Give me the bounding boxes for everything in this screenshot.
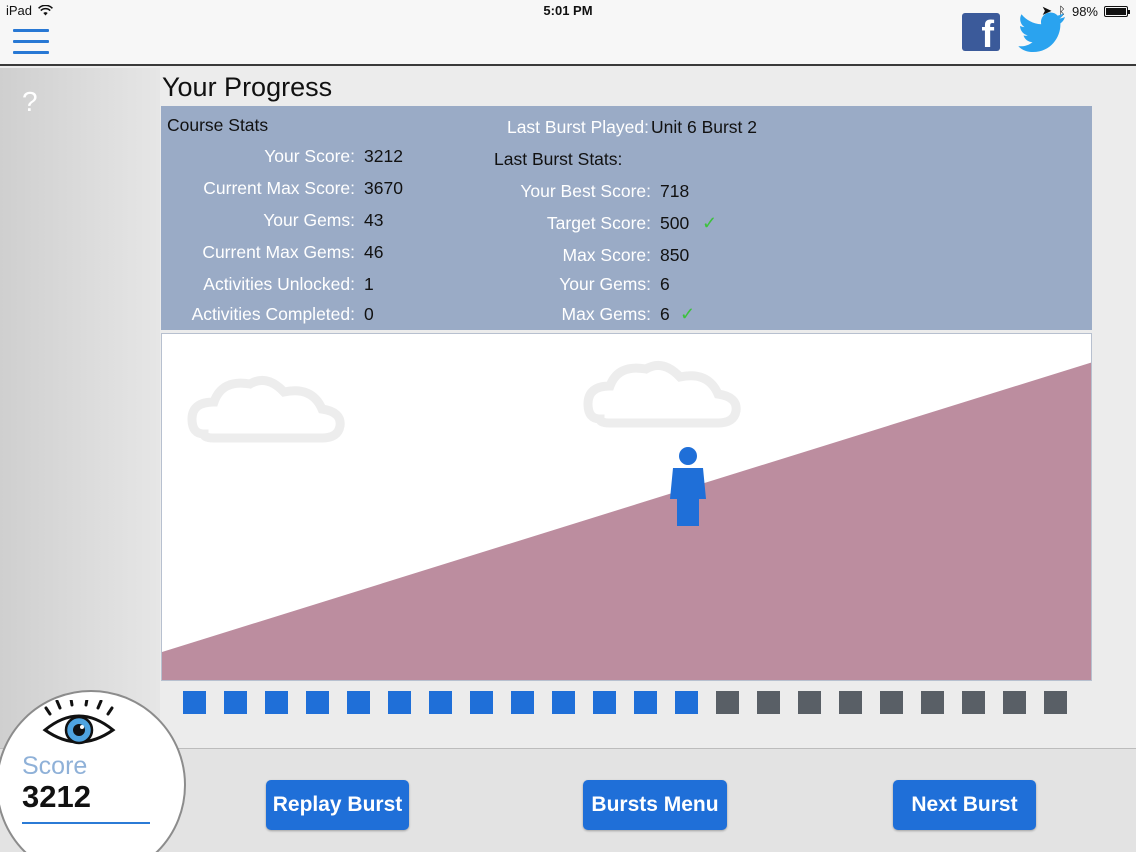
- status-right: ➤ ᛒ 98%: [1041, 3, 1130, 19]
- progress-square-remaining: [962, 691, 985, 714]
- wifi-icon: [38, 5, 54, 16]
- progress-square-completed: [265, 691, 288, 714]
- course-stat-label: Current Max Gems:: [202, 242, 355, 262]
- burst-stat-value: 500: [660, 213, 690, 233]
- burst-stat-label: Your Gems:: [559, 274, 651, 294]
- course-stat-label: Your Gems:: [263, 210, 355, 230]
- hamburger-line: [13, 29, 49, 32]
- last-burst-played-label: Last Burst Played:: [506, 117, 649, 137]
- hill-slope: [162, 362, 1091, 680]
- progress-square-remaining: [716, 691, 739, 714]
- facebook-glyph: f: [981, 14, 994, 51]
- burst-stat-label: Target Score:: [546, 213, 651, 233]
- checkmark-icon: ✓: [702, 213, 718, 233]
- progress-square-completed: [224, 691, 247, 714]
- progress-square-remaining: [1044, 691, 1067, 714]
- progress-square-completed: [183, 691, 206, 714]
- sidebar: [0, 68, 160, 748]
- progress-squares: [183, 691, 1067, 714]
- progress-square-completed: [675, 691, 698, 714]
- course-stat-label: Activities Completed:: [191, 304, 355, 324]
- twitter-icon[interactable]: [1018, 12, 1066, 52]
- course-stats-title: Course Stats: [167, 115, 269, 135]
- game-scene: [161, 333, 1092, 681]
- progress-square-remaining: [798, 691, 821, 714]
- help-icon[interactable]: ?: [22, 86, 38, 117]
- checkmark-icon: ✓: [680, 304, 696, 324]
- last-burst-played-value: Unit 6 Burst 2: [651, 117, 758, 137]
- course-stat-label: Activities Unlocked:: [203, 274, 355, 294]
- progress-square-remaining: [921, 691, 944, 714]
- course-stat-label: Current Max Score:: [203, 178, 355, 198]
- course-stat-value: 46: [364, 242, 384, 262]
- facebook-icon[interactable]: f: [962, 13, 1000, 51]
- progress-square-completed: [511, 691, 534, 714]
- burst-stat-label: Max Score:: [562, 245, 652, 265]
- battery-percent: 98%: [1071, 3, 1098, 19]
- progress-square-completed: [429, 691, 452, 714]
- next-burst-button[interactable]: Next Burst: [893, 780, 1036, 830]
- progress-square-completed: [347, 691, 370, 714]
- eye-icon: [42, 700, 116, 745]
- course-stat-value: 1: [364, 274, 374, 294]
- hamburger-line: [13, 51, 49, 54]
- device-name: iPad: [6, 3, 33, 18]
- bursts-menu-button[interactable]: Bursts Menu: [583, 780, 727, 830]
- course-stat-label: Your Score:: [264, 146, 355, 166]
- progress-square-completed: [593, 691, 616, 714]
- last-burst-stats-title: Last Burst Stats:: [494, 149, 623, 169]
- hamburger-line: [13, 40, 49, 43]
- burst-stat-value: 6: [660, 274, 670, 294]
- burst-stat-value: 6: [660, 304, 670, 324]
- progress-square-remaining: [839, 691, 862, 714]
- battery-icon: [1104, 5, 1130, 17]
- status-left: iPad: [6, 3, 54, 18]
- top-bar: iPad 5:01 PM ➤ ᛒ 98% f: [0, 0, 1136, 66]
- course-stat-value: 43: [364, 210, 384, 230]
- course-stat-value: 3212: [364, 146, 403, 166]
- progress-square-completed: [552, 691, 575, 714]
- progress-square-completed: [634, 691, 657, 714]
- progress-square-remaining: [757, 691, 780, 714]
- burst-stat-label: Max Gems:: [561, 304, 651, 324]
- hamburger-menu-button[interactable]: [13, 29, 49, 57]
- page-title: Your Progress: [162, 72, 333, 102]
- score-underline: [22, 822, 150, 824]
- burst-stat-value: 850: [660, 245, 690, 265]
- stats-panel: Course Stats Your Score: 3212 Current Ma…: [161, 106, 1092, 330]
- replay-burst-button[interactable]: Replay Burst: [266, 780, 409, 830]
- burst-stat-value: 718: [660, 181, 690, 201]
- cloud-icon: [187, 375, 345, 443]
- progress-square-completed: [388, 691, 411, 714]
- course-stat-value: 0: [364, 304, 374, 324]
- course-stat-value: 3670: [364, 178, 403, 198]
- progress-square-completed: [306, 691, 329, 714]
- location-icon: ➤: [1041, 3, 1053, 18]
- person-icon: [670, 447, 706, 526]
- cloud-icon: [583, 360, 741, 428]
- score-value: 3212: [22, 779, 91, 814]
- bluetooth-icon: ᛒ: [1058, 3, 1066, 19]
- score-label: Score: [22, 752, 88, 780]
- burst-stat-label: Your Best Score:: [520, 181, 651, 201]
- progress-square-remaining: [1003, 691, 1026, 714]
- progress-square-completed: [470, 691, 493, 714]
- progress-square-remaining: [880, 691, 903, 714]
